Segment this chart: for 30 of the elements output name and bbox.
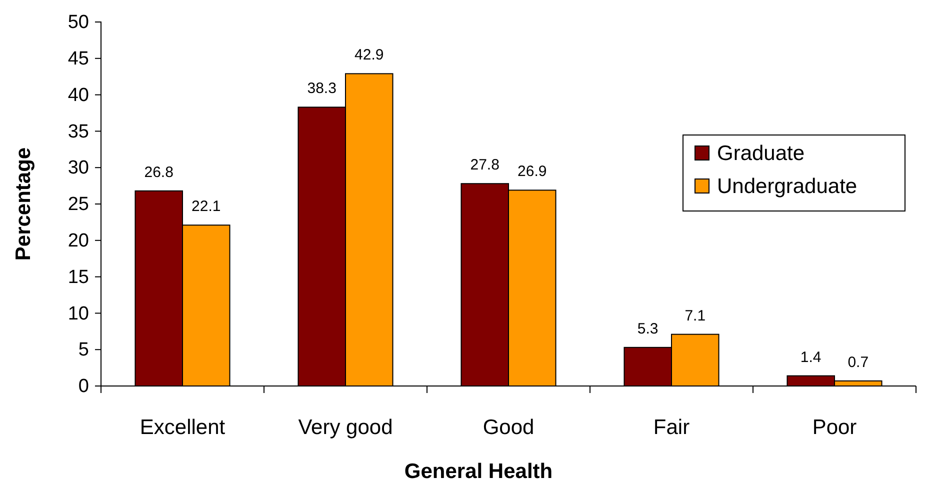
x-tick-label: Poor [812, 416, 857, 439]
data-label: 0.7 [848, 354, 869, 371]
y-tick-label: 30 [68, 158, 89, 179]
y-tick-label: 10 [68, 303, 89, 324]
x-tick-label: Fair [653, 416, 690, 439]
data-label: 42.9 [354, 46, 384, 64]
y-tick-label: 45 [68, 48, 89, 70]
y-tick-label: 40 [68, 84, 89, 106]
y-tick-label: 0 [78, 376, 89, 398]
data-label: 27.8 [470, 156, 500, 174]
data-label: 22.1 [192, 198, 221, 216]
data-label: 26.8 [144, 164, 174, 181]
legend-label: Graduate [717, 142, 805, 165]
y-axis-title: Percentage [12, 147, 35, 261]
y-tick-label: 15 [68, 266, 89, 288]
y-tick-label: 50 [68, 12, 89, 34]
x-tick-label: Excellent [140, 416, 226, 439]
data-label: 1.4 [800, 348, 822, 366]
x-axis-title: General Health [404, 460, 553, 483]
x-tick-label: Good [482, 416, 534, 439]
x-tick-label: Very good [298, 416, 393, 439]
data-label: 26.9 [518, 163, 547, 180]
data-label: 5.3 [637, 320, 658, 338]
y-tick-label: 5 [78, 340, 89, 361]
legend-label: Undergraduate [717, 175, 858, 198]
y-tick-label: 35 [68, 121, 89, 142]
data-label: 7.1 [684, 307, 706, 324]
y-tick-label: 20 [68, 230, 89, 252]
data-label: 38.3 [307, 80, 336, 98]
y-tick-label: 25 [68, 194, 89, 216]
